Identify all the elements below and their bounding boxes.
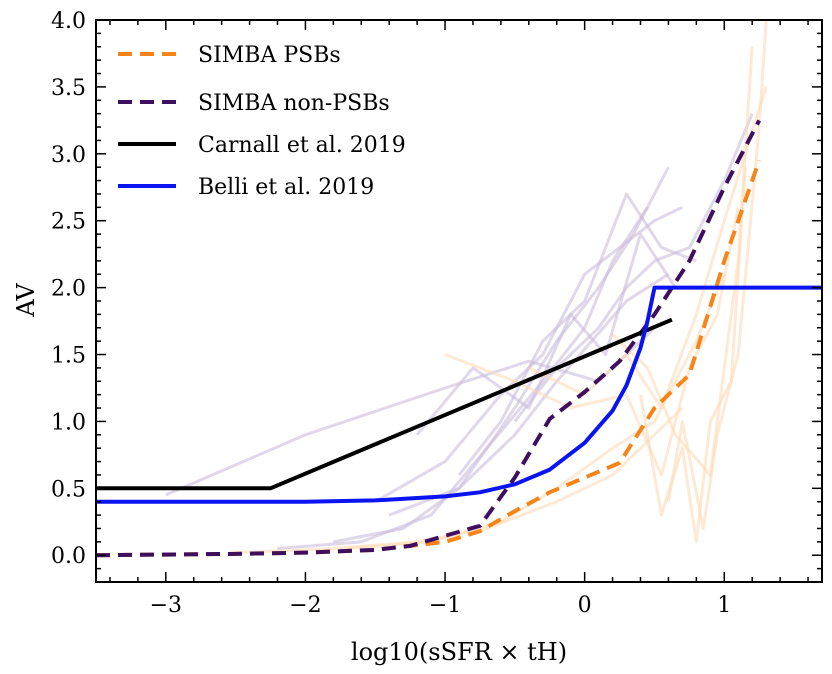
y-tick-label: 2.5 xyxy=(51,210,86,235)
x-tick-label: −1 xyxy=(429,593,461,618)
series-lines xyxy=(96,119,822,558)
y-tick-label: 4.0 xyxy=(51,9,86,34)
y-tick-label: 1.5 xyxy=(51,344,86,369)
psb-track xyxy=(528,86,768,410)
nonpsb-track xyxy=(457,192,697,476)
series-line-carnall xyxy=(96,317,673,491)
legend: SIMBA PSBs SIMBA non-PSBs Carnall et al.… xyxy=(118,43,406,200)
x-tick-label: 1 xyxy=(717,593,731,618)
y-tick-label: 0.0 xyxy=(51,544,86,569)
x-tick-label: −2 xyxy=(289,593,321,618)
series-line-belli xyxy=(96,285,822,504)
legend-label: SIMBA PSBs xyxy=(198,43,341,68)
series-line-nonpsb xyxy=(96,119,761,558)
x-tick-label: −3 xyxy=(150,593,182,618)
legend-label: Belli et al. 2019 xyxy=(198,175,374,200)
y-axis-label: AV xyxy=(12,283,40,318)
y-tick-label: 3.5 xyxy=(51,76,86,101)
y-tick-label: 2.0 xyxy=(51,277,86,302)
psb-track xyxy=(611,46,754,477)
x-tick-labels: −3 −2 −1 0 1 xyxy=(150,593,732,618)
x-axis-label: log10(sSFR × tH) xyxy=(351,638,567,666)
background-tracks xyxy=(165,20,768,555)
nonpsb-track xyxy=(513,113,754,423)
x-tick-label: 0 xyxy=(578,593,592,618)
psb-track xyxy=(347,273,726,550)
legend-label: SIMBA non-PSBs xyxy=(198,91,390,116)
y-tick-label: 3.0 xyxy=(51,143,86,168)
nonpsb-track xyxy=(374,205,684,504)
y-tick-label: 0.5 xyxy=(51,477,86,502)
legend-label: Carnall et al. 2019 xyxy=(198,133,406,158)
y-tick-labels: 0.0 0.5 1.0 1.5 2.0 2.5 3.0 3.5 4.0 xyxy=(51,9,86,569)
y-tick-label: 1.0 xyxy=(51,410,86,435)
psb-track xyxy=(666,20,768,530)
psb-track xyxy=(444,207,740,477)
axis-ticks xyxy=(96,19,822,582)
